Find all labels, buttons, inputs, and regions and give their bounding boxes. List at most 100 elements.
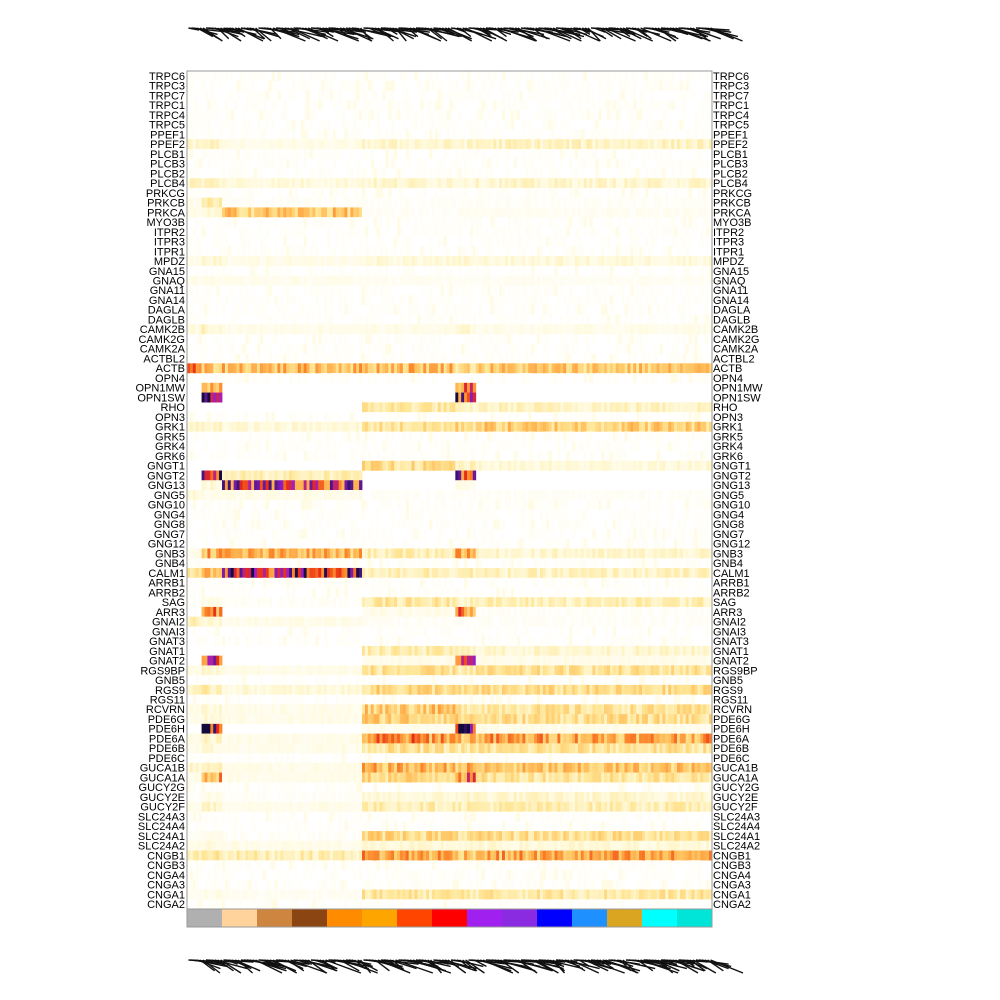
heatmap-cell — [353, 363, 357, 374]
heatmap-cell — [688, 80, 692, 91]
heatmap-cell — [201, 178, 205, 189]
heatmap-cell — [636, 139, 640, 150]
heatmap-cell — [329, 412, 334, 422]
heatmap-cell — [522, 197, 526, 208]
heatmap-cell — [510, 314, 515, 325]
heatmap-cell — [604, 90, 608, 101]
heatmap-cell — [259, 470, 264, 481]
heatmap-cell — [356, 324, 360, 335]
heatmap-cell — [563, 499, 567, 510]
heatmap-cell — [198, 158, 202, 169]
heatmap-cell — [566, 343, 570, 354]
heatmap-cell — [289, 90, 293, 101]
heatmap-cell — [213, 373, 217, 384]
heatmap-cell — [262, 363, 267, 374]
heatmap-cell — [569, 402, 573, 413]
heatmap-cell — [420, 499, 424, 510]
heatmap-cell — [554, 109, 558, 120]
heatmap-cell — [589, 324, 593, 335]
heatmap-cell — [458, 275, 462, 286]
heatmap-cell — [542, 80, 547, 91]
heatmap-cell — [274, 139, 278, 150]
heatmap-cell — [318, 90, 322, 101]
heatmap-cell — [513, 158, 517, 169]
heatmap-cell — [230, 499, 235, 510]
heatmap-cell — [420, 246, 424, 257]
heatmap-cell — [668, 207, 672, 218]
heatmap-cell — [700, 295, 704, 306]
heatmap-cell — [458, 324, 462, 335]
heatmap-cell — [668, 71, 672, 81]
heatmap-cell — [656, 451, 660, 461]
heatmap-cell — [277, 256, 281, 267]
heatmap-cell — [609, 421, 614, 432]
heatmap-cell — [615, 109, 620, 120]
heatmap-cell — [329, 80, 334, 91]
heatmap-cell — [557, 421, 561, 432]
heatmap-cell — [624, 324, 628, 335]
heatmap-cell — [563, 431, 567, 442]
heatmap-cells — [187, 71, 713, 910]
heatmap-cell — [257, 100, 261, 111]
heatmap-cell — [283, 324, 287, 335]
heatmap-cell — [481, 265, 485, 276]
heatmap-cell — [679, 314, 684, 325]
heatmap-cell — [554, 187, 558, 198]
heatmap-cell — [586, 275, 590, 286]
heatmap-cell — [222, 363, 226, 374]
heatmap-cell — [309, 480, 313, 491]
heatmap-cell — [443, 236, 447, 247]
heatmap-cell — [242, 295, 246, 306]
heatmap-cell — [531, 441, 535, 452]
heatmap-cell — [671, 226, 675, 237]
heatmap-cell — [522, 324, 526, 335]
heatmap-cell — [251, 285, 255, 296]
heatmap-cell — [405, 324, 410, 335]
heatmap-cell — [668, 275, 672, 286]
heatmap-cell — [621, 129, 625, 140]
heatmap-cell — [484, 363, 488, 374]
heatmap-cell — [300, 139, 305, 150]
heatmap-cell — [636, 265, 640, 276]
heatmap-cell — [531, 168, 535, 179]
heatmap-cell — [534, 460, 538, 471]
heatmap-cell — [437, 314, 442, 325]
heatmap-cell — [496, 256, 500, 267]
heatmap-cell — [216, 226, 220, 237]
heatmap-cell — [528, 509, 532, 520]
heatmap-cell — [691, 451, 695, 461]
heatmap-cell — [289, 490, 293, 500]
heatmap-cell — [607, 499, 611, 510]
heatmap-cell — [665, 119, 669, 130]
heatmap-cell — [245, 285, 249, 296]
heatmap-cell — [537, 178, 541, 189]
heatmap-cell — [679, 158, 684, 169]
heatmap-cell — [455, 100, 459, 111]
heatmap-cell — [537, 236, 541, 247]
heatmap-cell — [411, 207, 415, 218]
heatmap-cell — [644, 275, 649, 286]
heatmap-cell — [572, 90, 576, 101]
heatmap-cell — [624, 256, 628, 267]
heatmap-cell — [452, 431, 456, 442]
heatmap-cell — [507, 90, 512, 101]
heatmap-cell — [429, 421, 433, 432]
heatmap-cell — [659, 451, 663, 461]
heatmap-cell — [668, 421, 672, 432]
heatmap-cell — [324, 139, 328, 150]
heatmap-cell — [408, 109, 412, 120]
heatmap-cell — [432, 217, 436, 228]
heatmap-cell — [277, 207, 281, 218]
heatmap-cell — [324, 256, 328, 267]
heatmap-cell — [461, 207, 465, 218]
heatmap-cell — [682, 236, 687, 247]
heatmap-cell — [624, 197, 628, 208]
heatmap-cell — [230, 334, 235, 345]
heatmap-cell — [525, 187, 529, 198]
heatmap-cell — [327, 509, 331, 520]
heatmap-cell — [219, 353, 223, 364]
heatmap-cell — [379, 314, 383, 325]
heatmap-cell — [609, 100, 614, 111]
heatmap-cell — [364, 265, 369, 276]
heatmap-cell — [697, 207, 701, 218]
